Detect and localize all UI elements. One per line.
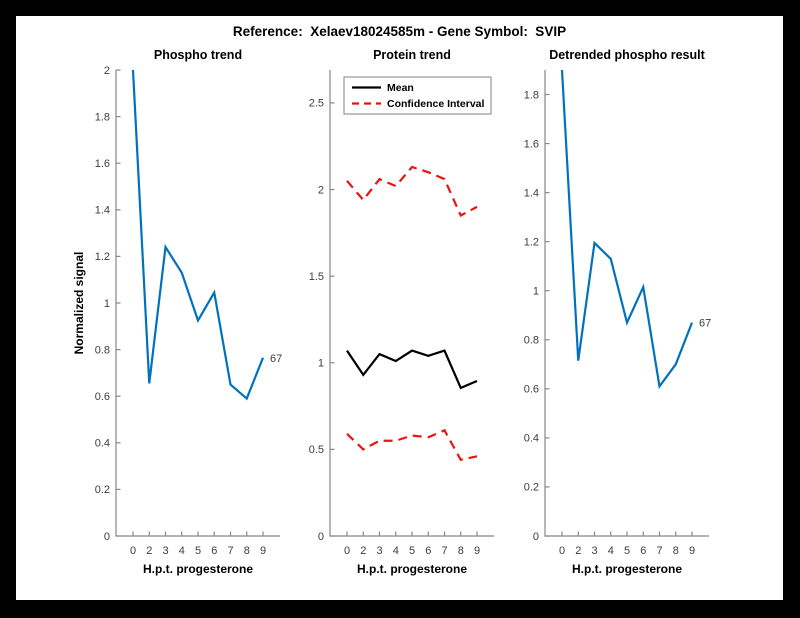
x-tick-label: 7 <box>441 545 447 557</box>
axes-frame <box>115 70 280 537</box>
y-tick-label: 1.8 <box>95 111 110 123</box>
y-tick-label: 0.2 <box>524 482 539 494</box>
y-tick-label: 1.8 <box>524 89 539 101</box>
x-tick-label: 8 <box>244 545 250 557</box>
figure-canvas: Reference: Xelaev18024585m - Gene Symbol… <box>16 16 783 600</box>
x-tick-label: 0 <box>559 545 565 557</box>
y-tick-label: 1 <box>533 286 539 298</box>
axes-frame <box>329 70 494 537</box>
figure-title: Reference: Xelaev18024585m - Gene Symbol… <box>232 24 567 39</box>
y-tick-label: 2.5 <box>309 98 324 110</box>
x-axis-label: H.p.t. progesterone <box>143 562 253 576</box>
subplot-detrended-phospho: 00.20.40.60.811.21.41.61.80 2 3 4 5 6 7 8 9Detre… <box>524 48 712 576</box>
legend-box <box>343 76 492 115</box>
x-tick-label: 6 <box>211 545 217 557</box>
y-tick-label: 2 <box>104 65 110 77</box>
series-line <box>131 69 265 401</box>
y-tick-label: 1.6 <box>95 158 110 170</box>
y-tick-label: 2 <box>318 184 324 196</box>
x-tick-label: 2 <box>360 545 366 557</box>
y-tick-label: 0 <box>318 531 324 543</box>
legend-label: Mean <box>387 82 414 94</box>
x-tick-label: 2 <box>146 545 152 557</box>
y-tick-label: 1.2 <box>95 251 110 263</box>
x-tick-label: 7 <box>227 545 233 557</box>
plots-svg: 00.20.40.60.811.21.41.61.820 2 3 4 5 6 7 8 9Phos… <box>72 48 712 576</box>
subplot-title: Detrended phospho result <box>549 48 705 62</box>
series-line <box>560 69 694 390</box>
x-tick-label: 6 <box>640 545 646 557</box>
axes-frame <box>544 70 709 537</box>
end-annotation: 67 <box>699 318 711 330</box>
y-tick-label: 0.8 <box>95 344 110 356</box>
y-tick-label: 0.5 <box>309 444 324 456</box>
x-tick-label: 6 <box>425 545 431 557</box>
y-axis-label: Normalized signal <box>72 252 86 355</box>
y-tick-label: 0.4 <box>524 433 539 445</box>
y-tick-label: 0 <box>104 531 110 543</box>
x-tick-label: 4 <box>179 545 185 557</box>
x-tick-label: 0 <box>130 545 136 557</box>
x-tick-label: 3 <box>591 545 597 557</box>
y-tick-label: 0.6 <box>95 391 110 403</box>
subplot-title: Protein trend <box>373 48 451 62</box>
x-tick-label: 8 <box>458 545 464 557</box>
x-axis-label: H.p.t. progesterone <box>357 562 467 576</box>
y-tick-label: 1.2 <box>524 236 539 248</box>
x-tick-label: 5 <box>624 545 630 557</box>
x-tick-label: 4 <box>608 545 614 557</box>
x-tick-label: 3 <box>162 545 168 557</box>
x-tick-label: 2 <box>575 545 581 557</box>
y-tick-label: 1.4 <box>524 187 539 199</box>
end-annotation: 67 <box>270 353 282 365</box>
y-tick-label: 1 <box>318 358 324 370</box>
x-tick-label: 3 <box>376 545 382 557</box>
subplot-title: Phospho trend <box>154 48 242 62</box>
y-tick-label: 0.4 <box>95 438 110 450</box>
y-tick-label: 1 <box>104 298 110 310</box>
x-tick-label: 0 <box>344 545 350 557</box>
x-tick-label: 9 <box>689 545 695 557</box>
x-tick-label: 8 <box>673 545 679 557</box>
y-tick-label: 1.4 <box>95 205 110 217</box>
series-line <box>346 349 478 390</box>
subplot-phospho-trend: 00.20.40.60.811.21.41.61.820 2 3 4 5 6 7 8 9Phos… <box>72 48 282 576</box>
y-tick-label: 0.2 <box>95 484 110 496</box>
x-tick-label: 7 <box>656 545 662 557</box>
x-tick-label: 5 <box>409 545 415 557</box>
series-line <box>346 428 478 462</box>
y-tick-label: 1.5 <box>309 271 324 283</box>
y-tick-label: 1.6 <box>524 138 539 150</box>
x-tick-label: 9 <box>260 545 266 557</box>
x-tick-label: 4 <box>393 545 399 557</box>
x-axis-label: H.p.t. progesterone <box>572 562 682 576</box>
y-tick-label: 0.8 <box>524 335 539 347</box>
x-tick-label: 5 <box>195 545 201 557</box>
x-tick-label: 9 <box>474 545 480 557</box>
series-line <box>346 165 478 218</box>
y-tick-label: 0.6 <box>524 384 539 396</box>
legend-label: Confidence Interval <box>387 98 485 110</box>
y-tick-label: 0 <box>533 531 539 543</box>
